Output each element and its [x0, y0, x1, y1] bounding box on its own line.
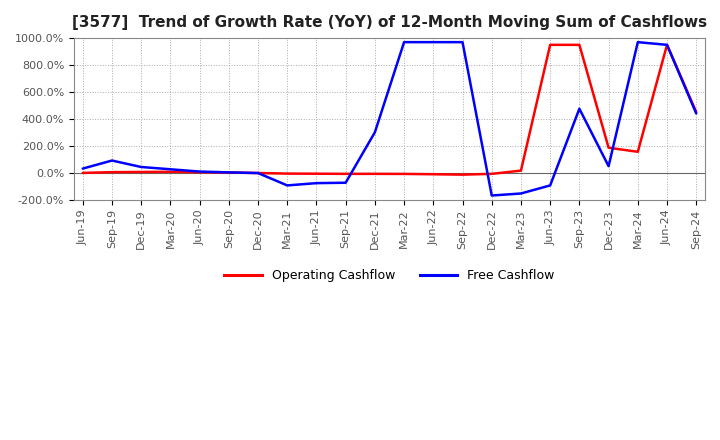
Legend: Operating Cashflow, Free Cashflow: Operating Cashflow, Free Cashflow [219, 264, 560, 287]
Title: [3577]  Trend of Growth Rate (YoY) of 12-Month Moving Sum of Cashflows: [3577] Trend of Growth Rate (YoY) of 12-… [72, 15, 707, 30]
